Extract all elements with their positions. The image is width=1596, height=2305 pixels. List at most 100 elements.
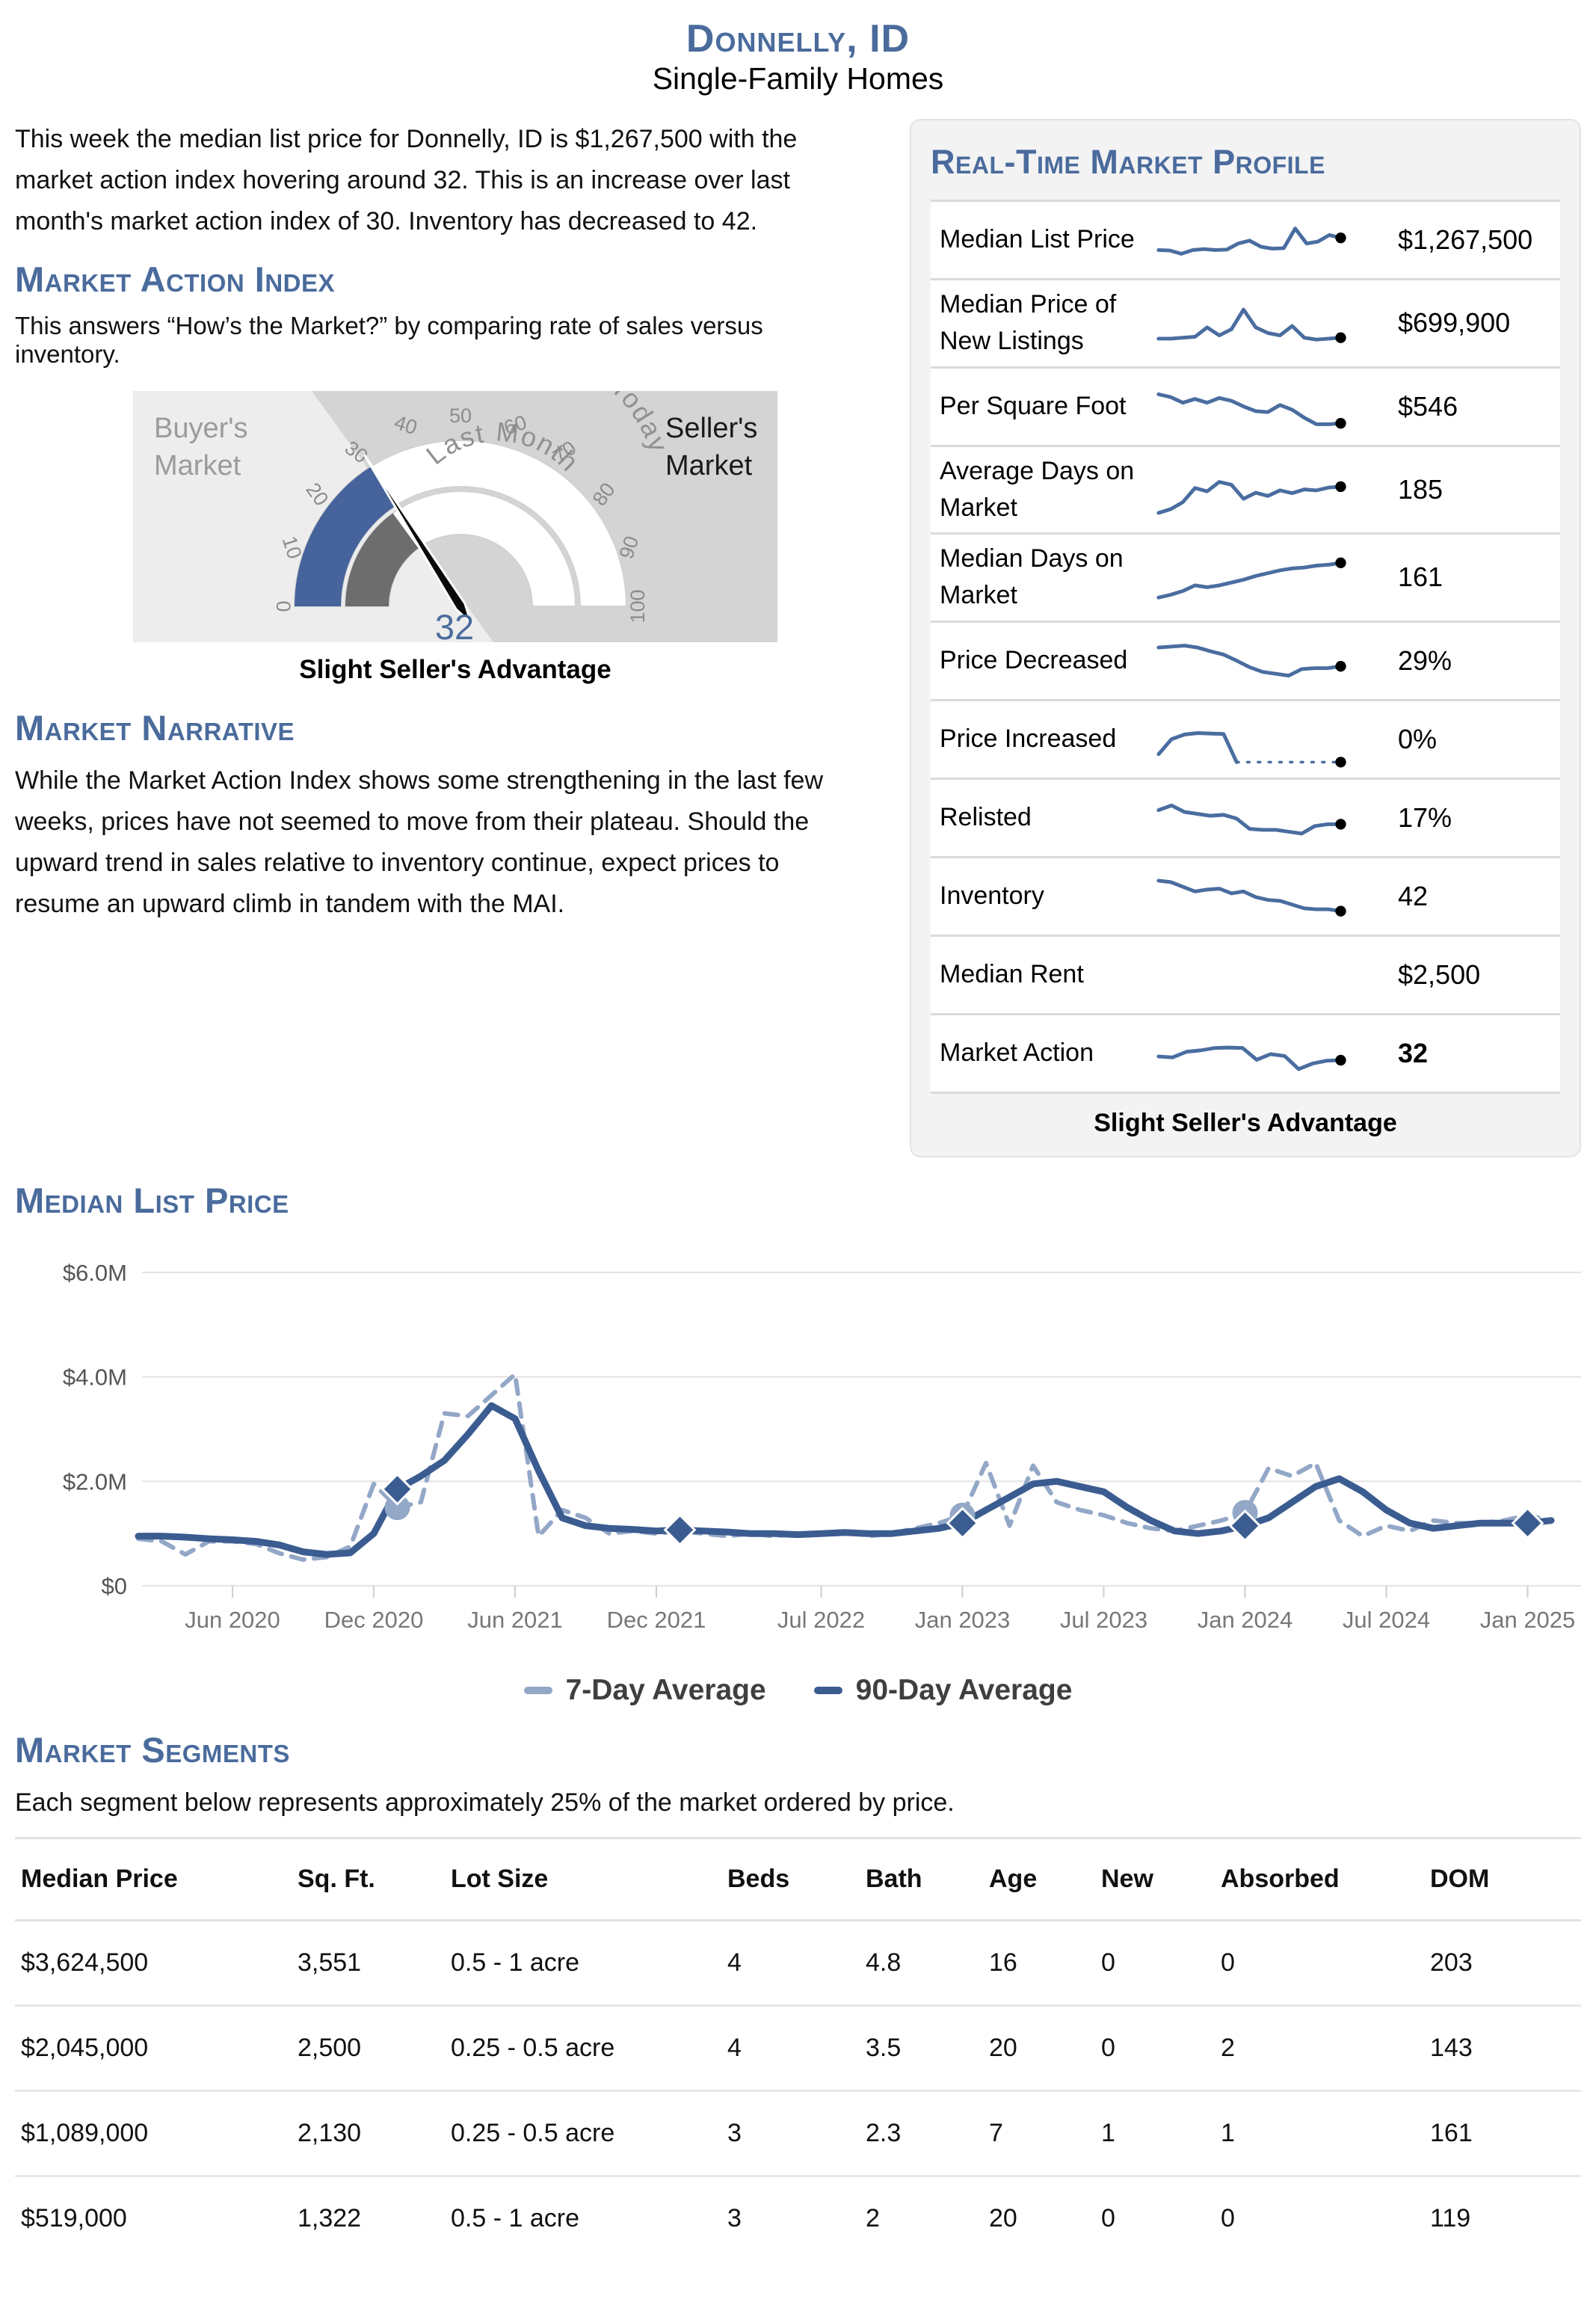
profile-row: Relisted 17% — [931, 777, 1560, 856]
gauge-svg: Last MonthToday010203040506070809010032B… — [133, 371, 777, 647]
profile-row: Inventory 42 — [931, 855, 1560, 935]
legend-label: 90-Day Average — [855, 1673, 1073, 1706]
gauge-tick-label: 100 — [626, 590, 649, 624]
profile-caption: Slight Seller's Advantage — [1094, 1108, 1397, 1137]
table-cell: 143 — [1424, 2005, 1581, 2092]
chart-marker-diamond — [663, 1513, 697, 1547]
profile-row-sparkline — [1156, 730, 1346, 768]
profile-row-value: 32 — [1398, 1037, 1429, 1068]
profile-row-sparkline-empty — [1141, 943, 1380, 1007]
chart-marker-diamond — [946, 1507, 979, 1539]
profile-row-label: Average Days on Market — [940, 456, 1135, 522]
profile-row-sparkline — [1156, 878, 1346, 917]
market-segments-subtitle: Each segment below represents approximat… — [15, 1788, 955, 1817]
chart-x-tick-label: Jul 2022 — [777, 1607, 865, 1633]
gauge-needle — [363, 454, 473, 627]
table-cell: 0 — [1221, 2203, 1235, 2232]
table-cell: 3,551 — [292, 1920, 445, 2007]
profile-row: Average Days on Market 185 — [931, 444, 1560, 533]
chart-y-tick-label: $2.0M — [63, 1468, 127, 1495]
table-cell: 0 — [1101, 2203, 1115, 2232]
sparkline-end-dot — [1335, 756, 1346, 768]
profile-row-value: 42 — [1398, 880, 1429, 911]
profile-row-sparkline — [1156, 643, 1346, 677]
segments-column-header: Bath — [860, 1836, 983, 1921]
table-cell: 2 — [1215, 2005, 1424, 2092]
segments-column-header: Absorbed — [1215, 1836, 1424, 1921]
section-title-market-narrative: Market Narrative — [15, 708, 295, 748]
sparkline-end-dot — [1335, 232, 1346, 244]
chart-y-tick-label: $0 — [102, 1573, 127, 1599]
profile-row-label: Median List Price — [940, 225, 1135, 254]
table-cell: 0.25 - 0.5 acre — [445, 2090, 721, 2177]
table-cell: 0.25 - 0.5 acre — [445, 2005, 721, 2092]
segments-table-body: $3,624,500 3,551 0.5 - 1 acre 4 4.8 16 0 0 203 $2… — [15, 1920, 1581, 2260]
sparkline-end-dot — [1335, 332, 1346, 344]
segments-table-head: Median Price Sq. Ft. Lot Size Beds Bath Age Ne… — [15, 1836, 1581, 1921]
profile-row: Per Square Foot $546 — [931, 366, 1560, 445]
table-cell: 2 — [866, 2203, 880, 2232]
chart-marker-diamond — [1228, 1509, 1262, 1542]
real-time-market-profile-panel: Real-Time Market Profile Median List Pri… — [910, 119, 1581, 1157]
gauge-tick-label: 50 — [449, 404, 472, 427]
segments-column-header: Median Price — [15, 1836, 292, 1921]
svg-text:Market: Market — [665, 450, 753, 481]
profile-row-label: Inventory — [940, 881, 1044, 911]
segments-column-header: Age — [983, 1836, 1095, 1921]
profile-row-value: $1,267,500 — [1398, 224, 1533, 255]
chart-marker-diamond — [1511, 1507, 1544, 1539]
profile-row: Median Days on Market 161 — [931, 532, 1560, 621]
profile-row-value: 0% — [1398, 723, 1438, 754]
gauge-buyers-market-label: Buyer's — [154, 413, 248, 444]
profile-row-label: Median Price of New Listings — [940, 290, 1117, 356]
table-row: $1,089,000 2,130 0.25 - 0.5 acre 3 2.3 7 1 1 161 — [15, 2090, 1581, 2177]
profile-row-sparkline — [1156, 392, 1346, 428]
table-cell: 1 — [1095, 2090, 1215, 2177]
chart-y-tick-label: $6.0M — [63, 1260, 127, 1286]
table-row: $2,045,000 2,500 0.25 - 0.5 acre 4 3.5 20 0 2 14… — [15, 2005, 1581, 2092]
market-segments-table: Median Price Sq. Ft. Lot Size Beds Bath Age Ne… — [15, 1836, 1581, 2260]
table-cell: 3 — [727, 2203, 742, 2232]
profile-row-sparkline — [1156, 1045, 1346, 1071]
chart-x-tick-label: Jul 2023 — [1060, 1607, 1147, 1633]
profile-row-value: 185 — [1398, 473, 1444, 505]
table-cell: 0 — [1215, 1920, 1424, 2007]
table-cell: 3.5 — [860, 2005, 983, 2092]
chart-x-tick-label: Jun 2020 — [185, 1607, 280, 1633]
chart-marker-circle — [384, 1494, 410, 1520]
profile-row: Price Decreased 29% — [931, 620, 1560, 699]
table-cell: 0 — [1095, 1920, 1215, 2007]
segments-column-header: Lot Size — [445, 1836, 721, 1921]
legend-label: 7-Day Average — [565, 1673, 766, 1706]
profile-row-value: $546 — [1398, 390, 1458, 422]
chart-x-tick-label: Jan 2025 — [1480, 1607, 1576, 1633]
sparkline-end-dot — [1335, 660, 1346, 672]
top-section: This week the median list price for Donn… — [15, 119, 1581, 1157]
median-list-price-chart: $0 $2.0M $4.0M $6.0M Jun 2020 Dec 2020 Jun 202… — [15, 1233, 1581, 1667]
page-title: Donnelly, ID — [685, 17, 911, 61]
sparkline-end-dot — [1335, 481, 1346, 492]
profile-panel-title: Real-Time Market Profile — [931, 143, 1325, 181]
profile-row: Median Price of New Listings $699,900 — [931, 278, 1560, 366]
chart-svg: $0 $2.0M $4.0M $6.0M Jun 2020 Dec 2020 Jun 202… — [63, 1260, 1581, 1633]
table-row: $3,624,500 3,551 0.5 - 1 acre 4 4.8 16 0 0 203 — [15, 1920, 1581, 2007]
gauge-caption: Slight Seller's Advantage — [299, 655, 611, 685]
section-title-median-list-price: Median List Price — [15, 1180, 289, 1220]
table-cell: 2,130 — [292, 2090, 445, 2177]
gauge-sellers-market-label: Seller's — [665, 413, 757, 444]
profile-row: Median List Price $1,267,500 — [931, 200, 1560, 278]
table-cell: 203 — [1424, 1920, 1581, 2007]
chart-x-tick-label: Jan 2024 — [1198, 1607, 1293, 1633]
table-cell: 0 — [1095, 2005, 1215, 2092]
profile-row-label: Relisted — [940, 803, 1032, 832]
table-cell: 4 — [721, 2005, 860, 2092]
legend-item-7-day: 7-Day Average — [523, 1673, 766, 1707]
profile-row-sparkline — [1156, 307, 1346, 344]
sparkline-end-dot — [1335, 1054, 1346, 1065]
profile-row-label: Price Increased — [940, 724, 1117, 754]
profile-row-value: $2,500 — [1398, 958, 1481, 990]
profile-row-value: 161 — [1398, 561, 1444, 593]
chart-y-tick-label: $4.0M — [63, 1364, 127, 1390]
table-cell: $3,624,500 — [15, 1920, 292, 2007]
